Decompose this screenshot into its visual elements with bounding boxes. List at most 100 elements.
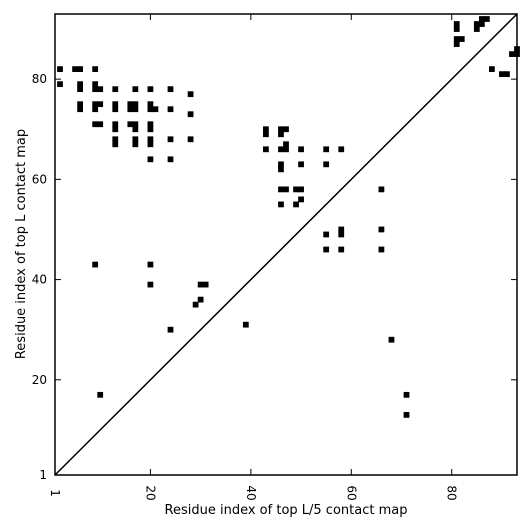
contact-point-26 bbox=[127, 106, 134, 113]
contact-point-76 bbox=[338, 231, 345, 238]
contact-point-33 bbox=[132, 141, 139, 148]
plot-frame bbox=[54, 13, 518, 476]
x-tick-label-20: 20 bbox=[143, 485, 157, 500]
contact-point-107 bbox=[509, 51, 515, 57]
contact-point-95 bbox=[453, 26, 460, 32]
contact-point-57 bbox=[283, 141, 289, 148]
contact-point-37 bbox=[152, 106, 159, 113]
y-tick-label-60: 60 bbox=[32, 172, 47, 186]
contact-point-104 bbox=[489, 66, 495, 73]
contact-point-69 bbox=[293, 201, 299, 208]
contact-point-100 bbox=[473, 26, 480, 32]
ticks-layer: 1 20 40 60 80 1 20 40 60 80 bbox=[32, 14, 517, 501]
contact-point-38 bbox=[147, 121, 154, 128]
contact-point-52 bbox=[263, 146, 269, 153]
contact-point-43 bbox=[167, 86, 174, 93]
y-tick-label-1: 1 bbox=[39, 468, 47, 482]
contact-point-20 bbox=[112, 121, 119, 128]
contact-point-59 bbox=[278, 161, 284, 168]
contact-point-19 bbox=[112, 106, 119, 113]
contact-point-97 bbox=[458, 36, 465, 42]
y-tick-label-20: 20 bbox=[32, 373, 47, 387]
contact-point-74 bbox=[323, 246, 330, 253]
contact-point-13 bbox=[97, 101, 104, 108]
contact-point-70 bbox=[323, 146, 330, 153]
contact-point-16 bbox=[97, 121, 104, 128]
y-axis-label: Residue index of top L contact map bbox=[14, 129, 29, 359]
contact-point-17 bbox=[112, 86, 119, 93]
contact-point-44 bbox=[167, 106, 174, 113]
x-axis-label: Residue index of top L/5 contact map bbox=[165, 503, 408, 518]
contact-point-53 bbox=[278, 126, 284, 133]
points-layer bbox=[57, 16, 520, 418]
contact-point-83 bbox=[403, 411, 410, 418]
contact-point-65 bbox=[293, 186, 299, 193]
contact-point-81 bbox=[388, 336, 395, 343]
contact-point-73 bbox=[323, 231, 330, 238]
contact-point-41 bbox=[147, 141, 154, 148]
contact-point-90 bbox=[197, 281, 204, 288]
contact-point-25 bbox=[132, 101, 139, 108]
contact-point-92 bbox=[197, 296, 204, 303]
contact-point-31 bbox=[132, 86, 139, 93]
contact-point-72 bbox=[338, 146, 345, 153]
x-tick-label-1: 1 bbox=[48, 489, 62, 497]
contact-point-105 bbox=[499, 71, 505, 78]
contact-point-8 bbox=[92, 66, 99, 73]
contact-point-18 bbox=[112, 101, 119, 108]
contact-point-91 bbox=[202, 281, 209, 288]
contact-point-24 bbox=[127, 101, 134, 108]
contact-point-61 bbox=[298, 146, 304, 153]
contact-point-5 bbox=[77, 86, 83, 93]
contact-point-63 bbox=[278, 186, 284, 193]
contact-point-54 bbox=[283, 126, 289, 133]
contact-point-0 bbox=[57, 66, 63, 73]
contact-point-71 bbox=[323, 161, 330, 168]
contact-point-64 bbox=[283, 186, 289, 193]
x-tick-label-60: 60 bbox=[344, 485, 358, 500]
contact-point-66 bbox=[298, 186, 304, 193]
contact-point-99 bbox=[473, 21, 480, 27]
contact-point-42 bbox=[147, 156, 154, 163]
contact-point-29 bbox=[132, 121, 139, 128]
contact-point-21 bbox=[112, 126, 119, 133]
contact-point-101 bbox=[478, 16, 485, 22]
contact-point-47 bbox=[187, 91, 194, 98]
contact-point-12 bbox=[92, 101, 99, 108]
x-tick-label-80: 80 bbox=[445, 485, 459, 500]
contact-point-23 bbox=[112, 141, 119, 148]
contact-point-88 bbox=[167, 326, 174, 333]
contact-point-106 bbox=[504, 71, 510, 78]
contact-point-4 bbox=[77, 81, 83, 88]
contact-point-78 bbox=[378, 186, 385, 193]
contact-point-15 bbox=[92, 121, 99, 128]
y-tick-label-80: 80 bbox=[32, 72, 47, 86]
contact-point-75 bbox=[338, 226, 345, 233]
contact-point-3 bbox=[77, 66, 83, 73]
contact-point-82 bbox=[403, 391, 410, 398]
contact-point-87 bbox=[147, 281, 154, 288]
contact-point-51 bbox=[263, 131, 269, 138]
contact-point-34 bbox=[147, 86, 154, 93]
contact-point-32 bbox=[132, 136, 139, 143]
contact-point-58 bbox=[283, 146, 289, 153]
contact-point-40 bbox=[147, 136, 154, 143]
contact-point-2 bbox=[72, 66, 78, 73]
contact-point-50 bbox=[263, 126, 269, 133]
contact-point-98 bbox=[453, 41, 460, 47]
contact-point-49 bbox=[187, 136, 194, 143]
contact-point-48 bbox=[187, 111, 194, 118]
contact-point-96 bbox=[453, 36, 460, 42]
contact-point-9 bbox=[92, 81, 99, 88]
contact-point-10 bbox=[92, 86, 99, 93]
contact-point-77 bbox=[338, 246, 345, 253]
contact-point-84 bbox=[92, 261, 99, 268]
contact-point-86 bbox=[147, 261, 154, 268]
contact-point-102 bbox=[478, 21, 485, 27]
contact-point-11 bbox=[97, 86, 104, 93]
contact-point-79 bbox=[378, 226, 385, 233]
contact-point-27 bbox=[132, 106, 139, 113]
contact-point-56 bbox=[278, 146, 284, 153]
contact-point-30 bbox=[132, 126, 139, 133]
contact-point-1 bbox=[57, 81, 63, 88]
